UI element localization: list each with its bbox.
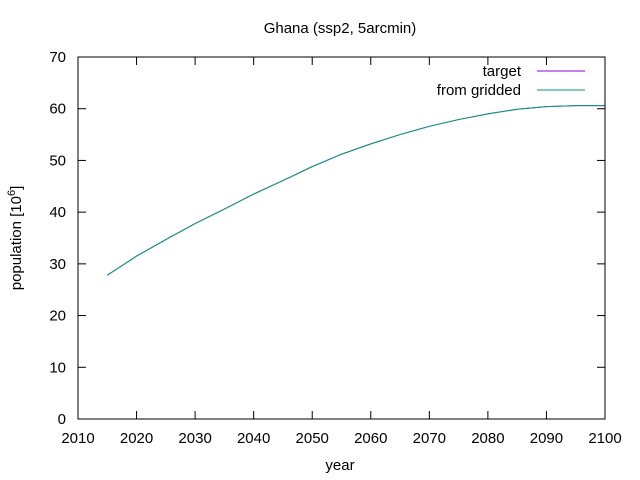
x-tick-label: 2090 xyxy=(530,430,563,447)
x-axis-label: year xyxy=(325,457,354,474)
y-tick-label: 20 xyxy=(49,308,66,325)
x-tick-label: 2030 xyxy=(178,430,211,447)
series-line-1 xyxy=(107,105,605,276)
x-tick-label: 2010 xyxy=(61,430,94,447)
legend: target from gridded xyxy=(437,63,585,99)
y-axis-ticks: 0 10 20 30 40 50 60 70 xyxy=(49,49,605,428)
x-tick-label: 2100 xyxy=(588,430,621,447)
x-axis-ticks: 2010 2020 2030 2040 2050 2060 2070 2080 2090 2100 xyxy=(61,57,622,447)
plot-frame xyxy=(77,56,606,420)
legend-label: target xyxy=(483,63,522,80)
series-line-0 xyxy=(107,105,605,276)
series-layer xyxy=(107,105,605,276)
y-tick-label: 30 xyxy=(49,256,66,273)
x-tick-label: 2040 xyxy=(237,430,270,447)
y-axis-label: population [106] xyxy=(6,186,25,291)
chart-title: Ghana (ssp2, 5arcmin) xyxy=(264,20,417,37)
y-tick-label: 10 xyxy=(49,359,66,376)
y-tick-label: 70 xyxy=(49,49,66,66)
x-tick-label: 2070 xyxy=(413,430,446,447)
x-tick-label: 2020 xyxy=(120,430,153,447)
y-tick-label: 60 xyxy=(49,101,66,118)
legend-label: from gridded xyxy=(437,82,521,99)
x-tick-label: 2050 xyxy=(296,430,329,447)
y-tick-label: 50 xyxy=(49,152,66,169)
y-tick-label: 0 xyxy=(58,411,66,428)
x-tick-label: 2080 xyxy=(471,430,504,447)
x-tick-label: 2060 xyxy=(354,430,387,447)
y-tick-label: 40 xyxy=(49,204,66,221)
